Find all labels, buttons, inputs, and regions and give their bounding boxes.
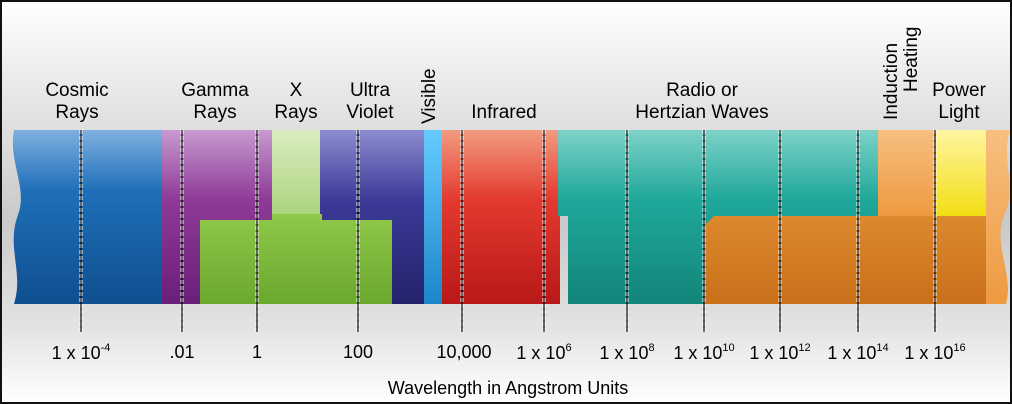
x-rays-label-line1: X: [289, 80, 303, 101]
tick-label-base: .01: [169, 342, 195, 362]
tick-label-base: 1: [251, 342, 263, 362]
power-light-label-line1: Power: [932, 80, 986, 101]
tick-label-base: 1 x 10: [904, 343, 954, 363]
tick-label: 1: [252, 342, 262, 363]
radio-waves-label-line1: Radio or: [666, 80, 738, 101]
tick-label: .01: [169, 342, 194, 363]
x-rays-label-line2: Rays: [274, 102, 318, 123]
tick-label: 10,000: [436, 342, 491, 363]
tick-label-base: 100: [342, 342, 374, 362]
gamma-rays-label-line1: Gamma: [181, 80, 249, 101]
tick-label-exponent: 6: [565, 342, 572, 354]
power-light-label: Power Light: [924, 80, 994, 124]
cosmic-rays-label: Cosmic Rays: [32, 80, 122, 124]
tick-label-base: 10,000: [436, 342, 492, 362]
visible-band: [424, 130, 442, 304]
visible-label: Visible: [419, 68, 440, 124]
tick-label-exponent: 16: [953, 342, 966, 354]
tick-label: 1 x 1012: [749, 342, 810, 364]
tick-label-base: 1 x 10: [599, 343, 649, 363]
power-light-band: [936, 130, 988, 216]
gamma-rays-label: Gamma Rays: [170, 80, 260, 124]
power-light-label-line2: Light: [938, 102, 980, 123]
infrared-label-text: Infrared: [471, 102, 537, 123]
tick-label: 1 x 1014: [827, 342, 888, 364]
x-rays-overlap-region: [200, 214, 392, 304]
gamma-rays-label-line2: Rays: [193, 102, 237, 123]
ultra-violet-label-line2: Violet: [346, 102, 394, 123]
heating-label: Heating: [901, 26, 922, 93]
tick-label-exponent: 8: [648, 342, 655, 354]
cosmic-rays-label-line2: Rays: [55, 102, 99, 123]
tick-label: 1 x 1010: [673, 342, 734, 364]
x-rays-label: X Rays: [268, 80, 324, 124]
infrared-band: [442, 130, 560, 304]
induction-label: Induction: [881, 42, 902, 120]
tick-label-base: 1 x 10: [749, 343, 799, 363]
ultra-violet-label: Ultra Violet: [330, 80, 410, 124]
induction-heating-band: [878, 130, 938, 216]
axis-caption: Wavelength in Angstrom Units: [387, 378, 629, 398]
radio-waves-label-line2: Hertzian Waves: [635, 102, 769, 123]
tick-label-base: 1 x 10: [516, 343, 566, 363]
tick-label-base: 1 x 10: [51, 343, 101, 363]
cosmic-rays-label-line1: Cosmic: [45, 80, 109, 101]
x-rays-band: [272, 130, 322, 220]
ultra-violet-label-line1: Ultra: [349, 80, 391, 101]
right-edge-band: [986, 130, 1010, 304]
radio-waves-band: [558, 130, 882, 304]
tick-label: 1 x 1016: [904, 342, 965, 364]
tick-label: 1 x 106: [516, 342, 571, 364]
infrared-label: Infrared: [454, 102, 554, 124]
radio-waves-label: Radio or Hertzian Waves: [612, 80, 792, 124]
tick-label: 100: [343, 342, 373, 363]
tick-label: 1 x 10-4: [52, 342, 111, 364]
tick-label-exponent: 14: [876, 342, 889, 354]
tick-label-exponent: -4: [100, 342, 111, 354]
tick-label-base: 1 x 10: [673, 343, 723, 363]
tick-label: 1 x 108: [599, 342, 654, 364]
cosmic-rays-band: [12, 130, 164, 304]
tick-label-exponent: 10: [722, 342, 735, 354]
separator-lines-dark: [80, 130, 936, 332]
tick-label-base: 1 x 10: [827, 343, 877, 363]
tick-label-exponent: 12: [798, 342, 811, 354]
